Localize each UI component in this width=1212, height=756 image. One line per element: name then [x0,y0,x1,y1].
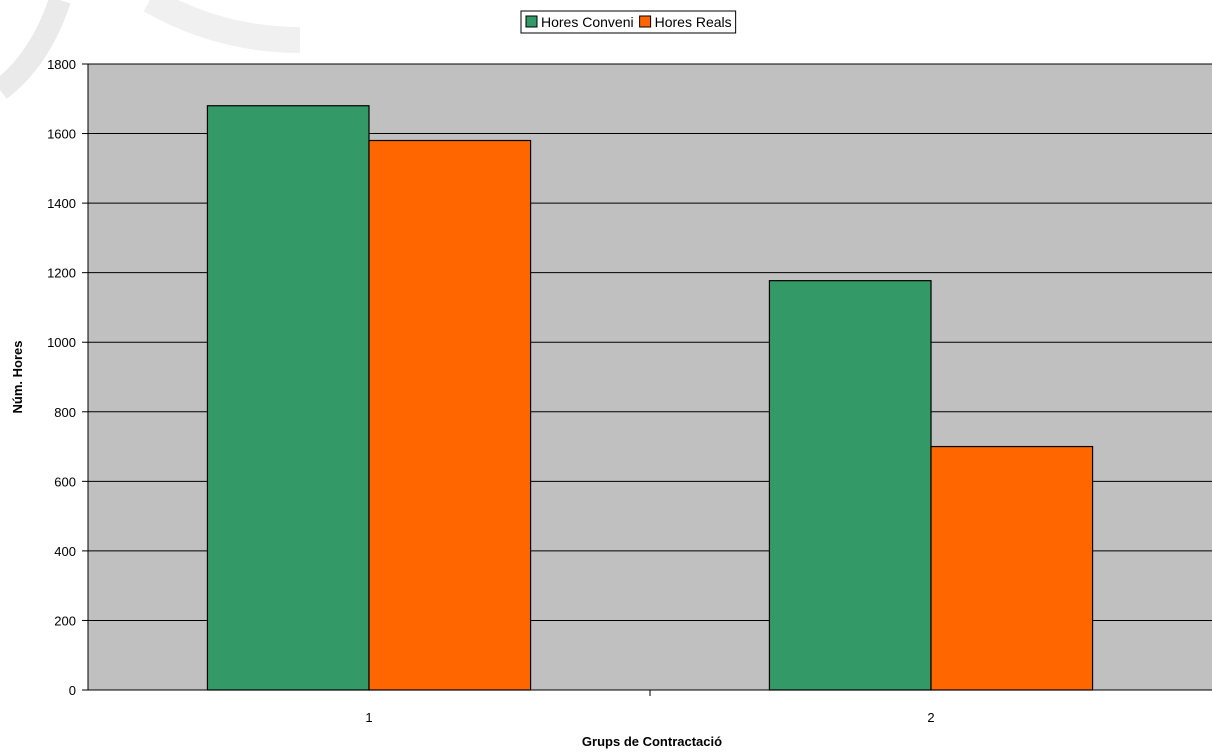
x-tick-label: 1 [365,710,372,725]
x-tick-label: 2 [927,710,934,725]
x-axis-label: Grups de Contractació [582,734,722,749]
y-tick-label: 1000 [47,335,76,350]
bar-hores-conveni-1 [206,105,370,691]
y-tick-label: 600 [54,474,76,489]
bar-hores-reals-1 [368,139,532,691]
y-tick-label: 1200 [47,266,76,281]
legend-entry: Hores Reals [655,14,732,30]
legend-box [520,10,737,34]
y-tick-labels: 0 200 400 600 800 1000 1200 1400 1600 1800 [47,57,76,698]
legend: Hores Conveni Hores Reals [520,10,737,34]
watermark-arc-outer [143,0,301,53]
y-axis-label: Núm. Hores [10,341,25,414]
bar-hores-reals-2 [930,445,1094,691]
legend-swatch [525,15,538,28]
y-tick-label: 200 [54,613,76,628]
legend-entry: Hores Conveni [541,14,634,30]
y-tick-label: 400 [54,544,76,559]
bar-hores-conveni-2 [768,280,932,691]
axes [82,63,1212,696]
y-tick-label: 0 [69,683,76,698]
y-tick-label: 1400 [47,196,76,211]
y-tick-label: 1800 [47,57,76,72]
watermark-arc [0,0,71,99]
y-tick-label: 1600 [47,127,76,142]
bars [206,105,1094,691]
y-tick-label: 800 [54,405,76,420]
legend-swatch [639,15,652,28]
